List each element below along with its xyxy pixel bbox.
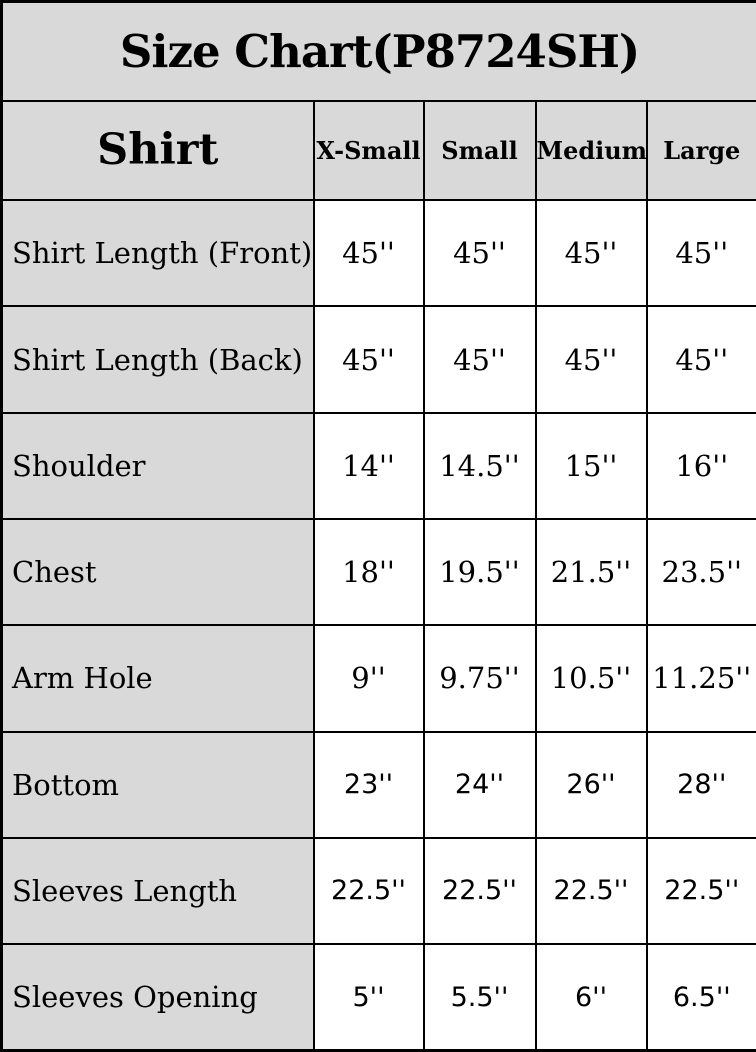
value-cell: 45'' (312, 199, 425, 308)
row-label: Sleeves Opening (0, 943, 315, 1052)
row-label: Shirt Length (Front) (0, 199, 315, 308)
value-cell: 5.5'' (422, 943, 537, 1052)
value-cell: 24'' (422, 730, 537, 839)
row-label: Shoulder (0, 411, 315, 520)
value-cell: 21.5'' (534, 517, 648, 627)
row-label: Chest (0, 517, 315, 627)
value-cell: 9.75'' (422, 624, 537, 733)
value-cell: 6'' (534, 943, 648, 1052)
column-header-large: Large (645, 99, 756, 202)
value-cell: 22.5'' (645, 836, 756, 946)
value-cell: 45'' (422, 305, 537, 414)
value-cell: 23.5'' (645, 517, 756, 627)
value-cell: 6.5'' (645, 943, 756, 1052)
column-header-x-small: X-Small (312, 99, 425, 202)
value-cell: 22.5'' (422, 836, 537, 946)
table-row-sleeves-opening: Sleeves Opening 5'' 5.5'' 6'' 6.5'' (0, 943, 756, 1052)
table-row-bottom: Bottom 23'' 24'' 26'' 28'' (0, 730, 756, 839)
row-label: Bottom (0, 730, 315, 839)
row-label: Shirt Length (Back) (0, 305, 315, 414)
value-cell: 11.25'' (645, 624, 756, 733)
column-header-medium: Medium (534, 99, 648, 202)
value-cell: 14.5'' (422, 411, 537, 520)
value-cell: 45'' (422, 199, 537, 308)
value-cell: 22.5'' (534, 836, 648, 946)
value-cell: 16'' (645, 411, 756, 520)
title-row: Size Chart(P8724SH) (0, 0, 756, 102)
value-cell: 15'' (534, 411, 648, 520)
corner-header-shirt: Shirt (0, 99, 315, 202)
value-cell: 45'' (312, 305, 425, 414)
row-label: Sleeves Length (0, 836, 315, 946)
table-row-arm-hole: Arm Hole 9'' 9.75'' 10.5'' 11.25'' (0, 624, 756, 733)
table-row-shirt-length-front: Shirt Length (Front) 45'' 45'' 45'' 45'' (0, 199, 756, 308)
value-cell: 10.5'' (534, 624, 648, 733)
value-cell: 45'' (534, 199, 648, 308)
value-cell: 22.5'' (312, 836, 425, 946)
value-cell: 19.5'' (422, 517, 537, 627)
value-cell: 45'' (645, 199, 756, 308)
value-cell: 26'' (534, 730, 648, 839)
column-header-small: Small (422, 99, 537, 202)
chart-title: Size Chart(P8724SH) (0, 0, 756, 102)
value-cell: 45'' (645, 305, 756, 414)
table-row-chest: Chest 18'' 19.5'' 21.5'' 23.5'' (0, 517, 756, 627)
value-cell: 18'' (312, 517, 425, 627)
table-row-shirt-length-back: Shirt Length (Back) 45'' 45'' 45'' 45'' (0, 305, 756, 414)
row-label: Arm Hole (0, 624, 315, 733)
table-row-sleeves-length: Sleeves Length 22.5'' 22.5'' 22.5'' 22.5… (0, 836, 756, 946)
value-cell: 5'' (312, 943, 425, 1052)
value-cell: 45'' (534, 305, 648, 414)
table-row-shoulder: Shoulder 14'' 14.5'' 15'' 16'' (0, 411, 756, 520)
value-cell: 23'' (312, 730, 425, 839)
value-cell: 9'' (312, 624, 425, 733)
value-cell: 28'' (645, 730, 756, 839)
header-row: Shirt X-Small Small Medium Large (0, 99, 756, 202)
value-cell: 14'' (312, 411, 425, 520)
